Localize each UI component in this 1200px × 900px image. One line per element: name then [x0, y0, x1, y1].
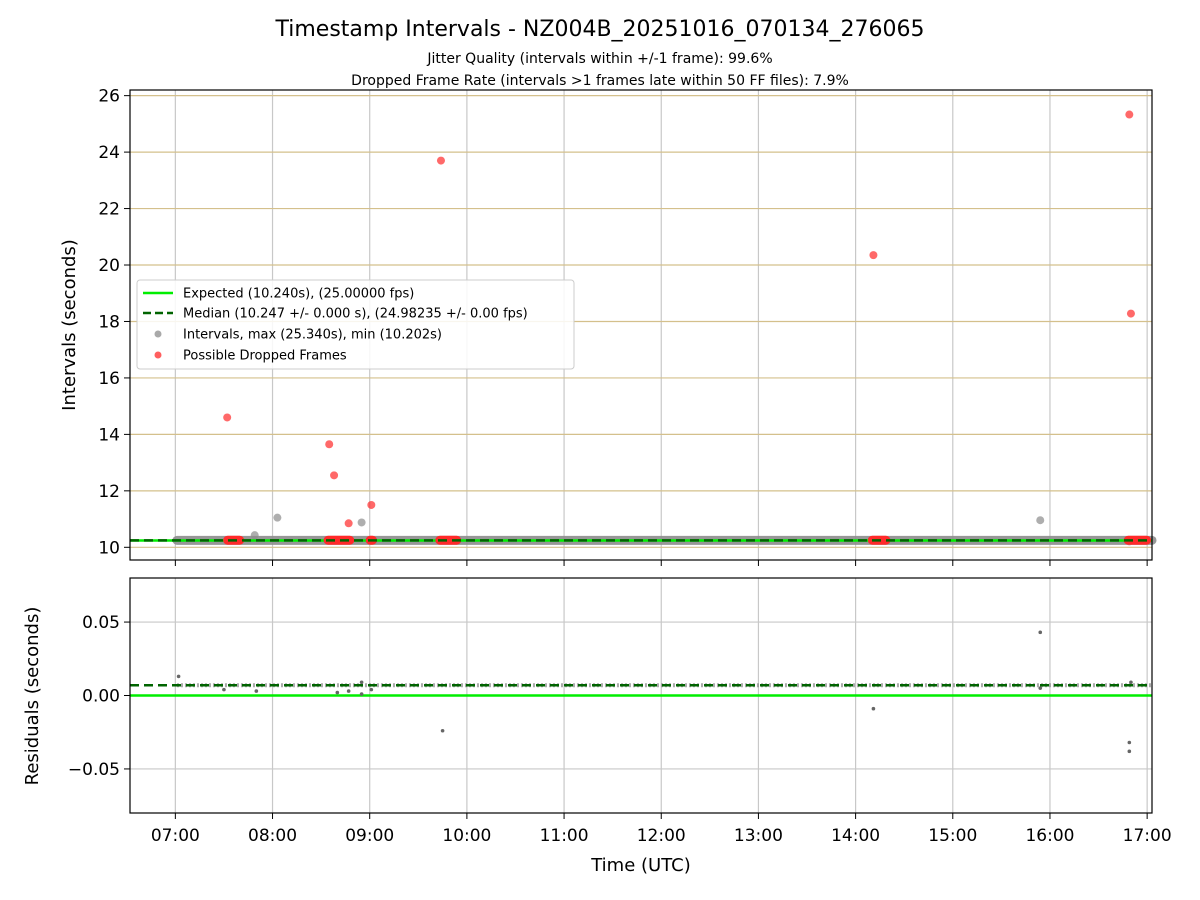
residuals-axes: 07:00 08:00 09:00 10:00 11:00 12:00 13:00 14:00…: [68, 613, 1172, 846]
residual-point: [1127, 740, 1132, 745]
interval-point: [357, 518, 366, 527]
residuals-panel: 07:00 08:00 09:00 10:00 11:00 12:00 13:00 14:00…: [22, 577, 1172, 876]
chart-subtitle-dropped: Dropped Frame Rate (intervals >1 frames …: [351, 73, 849, 89]
chart-subtitle-jitter: Jitter Quality (intervals within +/-1 fr…: [426, 51, 772, 67]
intervals-plot-frame: [129, 89, 1153, 561]
residual-point: [359, 680, 364, 685]
intervals-y-tick-label: 22: [98, 200, 120, 220]
x-tick-label: 12:00: [637, 826, 686, 846]
intervals-y-axis-label: Intervals (seconds): [59, 239, 80, 411]
intervals-y-tick-label: 16: [98, 369, 120, 389]
intervals-series: [130, 110, 1157, 546]
legend-intervals-swatch: [154, 330, 162, 338]
x-tick-label: 08:00: [248, 826, 297, 846]
residual-point: [335, 690, 340, 695]
legend-dropped-label: Possible Dropped Frames: [183, 349, 347, 364]
legend-dropped-swatch: [154, 351, 162, 359]
dropped-frame-point: [1126, 309, 1135, 318]
intervals-y-tick-label: 24: [98, 143, 120, 163]
intervals-panel: 10 12 14 16 18 20 22 24 26 Intervals (seconds) E…: [59, 87, 1157, 566]
x-axis-label: Time (UTC): [590, 855, 691, 876]
interval-point: [250, 531, 259, 540]
residuals-series: [130, 630, 1152, 754]
legend-box: [136, 279, 575, 370]
residual-point: [359, 692, 364, 696]
legend: Expected (10.240s), (25.00000 fps) Median…: [136, 279, 575, 370]
x-tick-label: 07:00: [151, 826, 200, 846]
intervals-axes: 10 12 14 16 18 20 22 24 26: [98, 87, 1148, 566]
residuals-y-tick-label: 0.05: [82, 613, 120, 633]
residual-point: [1129, 680, 1133, 685]
residual-point: [1038, 630, 1043, 635]
dropped-frame-point: [344, 519, 353, 528]
dropped-frames-cluster: [323, 535, 355, 545]
intervals-y-tick-label: 14: [98, 425, 120, 445]
residuals-y-axis-label: Residuals (seconds): [22, 607, 43, 786]
x-tick-label: 11:00: [540, 826, 589, 846]
dropped-frame-point: [367, 500, 376, 509]
residual-point: [440, 728, 445, 733]
dropped-frame-point: [325, 440, 334, 449]
x-tick-label: 10:00: [442, 826, 491, 846]
intervals-y-tick-label: 12: [98, 482, 120, 502]
intervals-y-tick-label: 10: [98, 538, 120, 558]
dropped-frame-point: [869, 251, 878, 260]
intervals-grid: [130, 90, 1152, 560]
residual-point: [176, 674, 181, 679]
legend-median-label: Median (10.247 +/- 0.000 s), (24.98235 +…: [183, 307, 528, 322]
residual-point: [1127, 749, 1132, 754]
dropped-frames-cluster: [435, 535, 462, 545]
chart-title: Timestamp Intervals - NZ004B_20251016_07…: [275, 17, 925, 42]
dropped-frame-point: [223, 413, 232, 422]
intervals-y-tick-label: 20: [98, 256, 120, 276]
residuals-y-tick-label: 0.00: [82, 687, 120, 707]
intervals-y-tick-label: 26: [98, 87, 120, 107]
x-tick-label: 16:00: [1025, 826, 1074, 846]
residual-point: [369, 687, 374, 692]
interval-point: [1036, 516, 1045, 525]
dropped-frame-point: [330, 471, 339, 480]
interval-point: [273, 513, 282, 522]
residuals-y-tick-label: −0.05: [68, 760, 120, 780]
x-tick-label: 15:00: [928, 826, 977, 846]
dropped-frames-cluster: [1123, 535, 1152, 545]
x-tick-label: 09:00: [345, 826, 394, 846]
residual-point: [871, 706, 876, 711]
residual-point: [254, 689, 259, 693]
x-tick-label: 17:00: [1123, 826, 1172, 846]
x-tick-label: 13:00: [734, 826, 783, 846]
dropped-frame-point: [436, 156, 445, 165]
residual-point: [346, 689, 351, 693]
legend-expected-label: Expected (10.240s), (25.00000 fps): [183, 287, 414, 302]
dropped-frame-point: [1125, 110, 1134, 119]
x-tick-label: 14:00: [831, 826, 880, 846]
intervals-y-tick-label: 18: [98, 312, 120, 332]
residual-point: [222, 687, 226, 692]
legend-intervals-label: Intervals, max (25.340s), min (10.202s): [183, 328, 442, 343]
residual-point: [1038, 686, 1043, 690]
